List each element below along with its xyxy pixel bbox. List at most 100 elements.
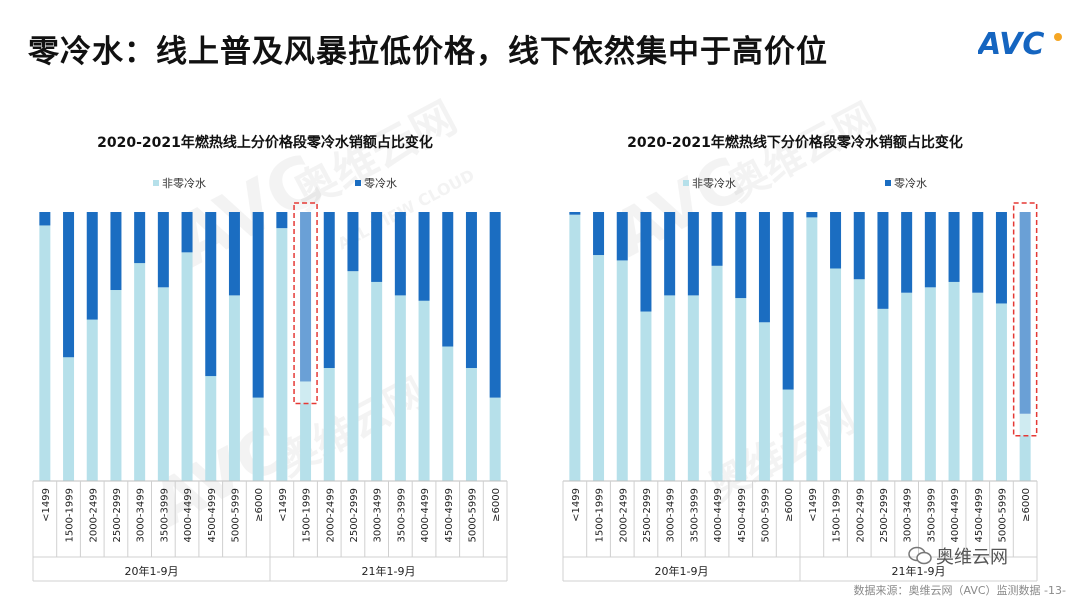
bar-zero-11 <box>300 212 312 382</box>
bar-non-zero-5 <box>157 287 169 481</box>
wechat-badge: 奥维云网 <box>908 543 1008 569</box>
bar-zero-4 <box>134 212 146 264</box>
bar-zero-12 <box>323 212 335 369</box>
category-label-8: 5000-5999 <box>230 488 241 543</box>
category-label-0: <1499 <box>41 488 52 522</box>
legend-swatch-1 <box>885 180 891 186</box>
bar-zero-4 <box>664 212 676 296</box>
category-label-11: 1500-1999 <box>302 488 313 543</box>
legend-label-1: 零冷水 <box>894 177 927 190</box>
category-label-16: 4000-4499 <box>950 488 961 543</box>
bar-zero-19 <box>489 212 501 398</box>
category-label-15: 3500-3999 <box>396 488 407 543</box>
bar-non-zero-19 <box>1019 413 1031 481</box>
highlight-box <box>293 202 318 405</box>
bar-zero-12 <box>853 212 865 280</box>
bar-zero-14 <box>371 212 383 282</box>
category-label-3: 2500-2999 <box>642 488 653 543</box>
legend-label-0: 非零冷水 <box>692 177 736 190</box>
bar-non-zero-10 <box>806 217 818 481</box>
bar-zero-15 <box>924 212 936 288</box>
bar-zero-5 <box>687 212 699 296</box>
category-label-16: 4000-4499 <box>420 488 431 543</box>
bar-zero-15 <box>394 212 406 296</box>
legend-swatch-0 <box>683 180 689 186</box>
bar-non-zero-11 <box>300 381 312 481</box>
bar-non-zero-8 <box>758 322 770 481</box>
bar-zero-6 <box>711 212 723 266</box>
bar-non-zero-9 <box>782 389 794 481</box>
bar-zero-3 <box>110 212 122 291</box>
bar-zero-2 <box>616 212 628 261</box>
bar-non-zero-2 <box>86 319 98 481</box>
category-label-13: 2500-2999 <box>879 488 890 543</box>
bar-zero-5 <box>157 212 169 288</box>
bar-non-zero-13 <box>877 308 889 481</box>
slide-title: 零冷水：线上普及风暴拉低价格，线下依然集中于高价位 <box>28 34 828 70</box>
data-source: 数据来源：奥维云网（AVC）监测数据 -13- <box>853 584 1066 597</box>
category-label-7: 4500-4999 <box>737 488 748 543</box>
bar-zero-16 <box>418 212 430 301</box>
bar-non-zero-18 <box>465 368 477 481</box>
bar-zero-17 <box>442 212 454 347</box>
category-label-6: 4000-4499 <box>713 488 724 543</box>
bar-non-zero-1 <box>63 357 75 481</box>
category-label-14: 3000-3499 <box>373 488 384 543</box>
category-label-17: 4500-4999 <box>444 488 455 543</box>
category-label-12: 2000-2499 <box>325 488 336 543</box>
bar-non-zero-18 <box>995 303 1007 481</box>
category-label-1: 1500-1999 <box>595 488 606 543</box>
bar-zero-11 <box>830 212 842 269</box>
bar-non-zero-15 <box>394 295 406 481</box>
legend-swatch-1 <box>355 180 361 186</box>
bar-non-zero-2 <box>616 260 628 481</box>
category-label-19: ≥6000 <box>1021 488 1032 522</box>
category-label-5: 3500-3999 <box>159 488 170 543</box>
bar-zero-7 <box>735 212 747 299</box>
bar-zero-1 <box>63 212 75 358</box>
chart-title: 2020-2021年燃热线上分价格段零冷水销额占比变化 <box>97 134 433 151</box>
bar-zero-13 <box>877 212 889 309</box>
avc-logo: AVC <box>978 27 1062 62</box>
wechat-label: 奥维云网 <box>936 547 1008 568</box>
bar-zero-18 <box>465 212 477 369</box>
category-label-12: 2000-2499 <box>855 488 866 543</box>
category-label-0: <1499 <box>571 488 582 522</box>
bar-zero-3 <box>640 212 652 312</box>
bar-zero-0 <box>39 212 51 226</box>
bar-zero-18 <box>995 212 1007 304</box>
legend-label-0: 非零冷水 <box>162 177 206 190</box>
bar-non-zero-4 <box>664 295 676 481</box>
category-label-5: 3500-3999 <box>689 488 700 543</box>
bar-zero-8 <box>758 212 770 323</box>
category-label-1: 1500-1999 <box>65 488 76 543</box>
bar-non-zero-5 <box>687 295 699 481</box>
bar-non-zero-19 <box>489 397 501 481</box>
bar-zero-6 <box>181 212 193 253</box>
bar-non-zero-6 <box>181 252 193 481</box>
bar-non-zero-1 <box>593 255 605 481</box>
category-label-10: <1499 <box>808 488 819 522</box>
category-label-9: ≥6000 <box>254 488 265 522</box>
bar-zero-10 <box>276 212 288 229</box>
category-label-2: 2000-2499 <box>88 488 99 543</box>
bar-non-zero-0 <box>39 225 51 481</box>
chart-title: 2020-2021年燃热线下分价格段零冷水销额占比变化 <box>627 134 963 151</box>
group-label-1: 21年1-9月 <box>362 564 416 578</box>
logo-dot <box>1054 33 1062 41</box>
category-label-10: <1499 <box>278 488 289 522</box>
category-label-13: 2500-2999 <box>349 488 360 543</box>
bar-non-zero-12 <box>323 368 335 481</box>
group-label-0: 20年1-9月 <box>655 564 709 578</box>
wechat-icon <box>908 546 932 565</box>
category-label-9: ≥6000 <box>784 488 795 522</box>
bar-zero-7 <box>205 212 217 377</box>
bar-non-zero-17 <box>972 292 984 481</box>
bar-zero-9 <box>252 212 264 398</box>
legend-swatch-0 <box>153 180 159 186</box>
bar-non-zero-8 <box>228 295 240 481</box>
bar-non-zero-14 <box>371 281 383 481</box>
category-label-8: 5000-5999 <box>760 488 771 543</box>
